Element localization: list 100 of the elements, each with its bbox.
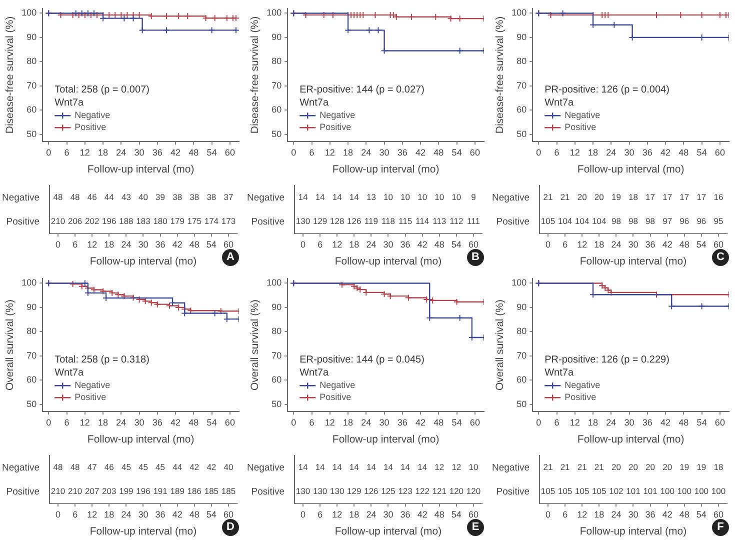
data-label: 174 — [204, 216, 219, 226]
data-label: 14 — [315, 192, 326, 202]
x-tick-label: 54 — [452, 417, 462, 428]
y-axis-title: Overall survival (%) — [494, 299, 506, 391]
x-tick-label: 48 — [188, 147, 199, 158]
data-label: 14 — [400, 462, 410, 472]
data-label: 196 — [136, 486, 151, 496]
x-axis-title: Follow-up interval (mo) — [577, 434, 684, 446]
data-label: 17 — [696, 192, 706, 202]
data-label: 122 — [415, 486, 430, 496]
data-label: 12 — [434, 462, 444, 472]
x-tick-label: 0 — [46, 147, 52, 158]
x-tick-label: 12 — [577, 239, 588, 250]
x-tick-label: 6 — [554, 417, 560, 428]
x-tick-label: 48 — [678, 417, 689, 428]
data-label: 48 — [53, 192, 64, 202]
x-tick-label: 12 — [570, 417, 580, 428]
data-label: 9 — [471, 192, 476, 202]
text: B — [467, 249, 484, 266]
data-label: 98 — [646, 216, 656, 226]
data-label: 20 — [646, 462, 656, 472]
x-axis-title: Follow-up interval (mo) — [90, 256, 197, 268]
x-tick-label: 0 — [546, 509, 551, 520]
x-tick-label: 18 — [98, 417, 108, 428]
x-tick-label: 30 — [138, 509, 148, 520]
legend-title: Wnt7a — [54, 367, 84, 378]
x-tick-label: 30 — [379, 147, 390, 158]
data-label: 45 — [156, 462, 166, 472]
y-tick-label: 80 — [272, 326, 282, 336]
x-tick-label: 24 — [116, 147, 126, 158]
x-tick-label: 36 — [400, 239, 410, 250]
y-tick-label: Positive — [6, 486, 40, 498]
x-tick-label: 48 — [434, 417, 444, 428]
data-label: 98 — [628, 216, 638, 226]
x-tick-label: 24 — [361, 417, 372, 428]
x-tick-label: 12 — [324, 147, 335, 158]
y-tick-label: 70 — [26, 350, 37, 360]
x-tick-label: 60 — [468, 239, 478, 250]
data-label: 100 — [694, 486, 709, 496]
x-tick-label: 60 — [713, 239, 724, 250]
data-label: 40 — [224, 462, 234, 472]
x-tick-label: 48 — [434, 147, 444, 158]
data-label: 105 — [558, 486, 572, 496]
data-label: 43 — [121, 192, 132, 202]
y-tick-label: 90 — [272, 302, 282, 312]
data-label: 120 — [466, 486, 481, 496]
legend-label: Positive — [74, 122, 106, 132]
x-tick-label: 18 — [594, 509, 604, 520]
x-tick-label: 42 — [172, 239, 182, 250]
y-tick-label: Positive — [496, 486, 530, 498]
y-tick-label: 100 — [512, 278, 527, 288]
data-label: 105 — [592, 486, 607, 496]
x-tick-label: 48 — [679, 239, 690, 250]
x-tick-label: 54 — [696, 239, 706, 250]
data-label: 17 — [680, 192, 690, 202]
x-tick-label: 24 — [361, 147, 372, 158]
y-tick-label: Negative — [2, 462, 40, 474]
x-tick-label: 12 — [80, 417, 90, 428]
x-tick-label: 48 — [188, 417, 199, 428]
x-tick-label: 24 — [611, 509, 622, 520]
data-label: 112 — [450, 216, 464, 226]
x-tick-label: 24 — [121, 239, 132, 250]
legend-title: Wnt7a — [54, 97, 84, 108]
y-axis-title: Overall survival (%) — [4, 299, 16, 391]
y-tick-label: 100 — [512, 8, 527, 18]
data-label: 207 — [85, 486, 100, 496]
data-label: 189 — [170, 486, 185, 496]
data-label: 10 — [418, 192, 428, 202]
y-tick-label: 50 — [26, 398, 37, 409]
y-tick-label: 50 — [516, 128, 527, 139]
legend-label: Negative — [74, 380, 110, 390]
data-label: 119 — [364, 216, 378, 226]
x-axis-title: Follow-up interval (mo) — [90, 526, 197, 538]
data-label: 12 — [452, 462, 462, 472]
y-tick-label: 60 — [272, 374, 282, 385]
y-tick-label: 60 — [272, 104, 282, 115]
data-label: 20 — [662, 462, 672, 472]
x-tick-label: 54 — [206, 147, 217, 158]
x-tick-label: 24 — [606, 147, 616, 158]
annotation: ER-positive: 144 (p = 0.027) — [300, 84, 424, 96]
annotation: Total: 258 (p = 0.007) — [54, 84, 150, 96]
legend-label: Negative — [564, 110, 600, 120]
data-label: 14 — [418, 462, 428, 472]
data-label: 203 — [102, 486, 117, 496]
x-tick-label: 30 — [383, 509, 394, 520]
data-label: 206 — [68, 216, 82, 226]
y-tick-label: Negative — [492, 192, 530, 204]
x-tick-label: 30 — [624, 417, 634, 428]
x-tick-label: 6 — [554, 147, 560, 158]
x-tick-label: 60 — [714, 417, 725, 428]
x-axis-title: Follow-up interval (mo) — [332, 434, 440, 446]
data-label: 14 — [366, 462, 376, 472]
data-label: 100 — [660, 486, 675, 496]
data-label: 210 — [50, 216, 66, 226]
y-tick-label: 90 — [516, 32, 527, 42]
data-label: 202 — [85, 216, 100, 226]
y-tick-label: 100 — [22, 278, 37, 288]
data-label: 10 — [434, 192, 444, 202]
x-tick-label: 18 — [594, 239, 604, 250]
data-label: 101 — [643, 486, 658, 496]
